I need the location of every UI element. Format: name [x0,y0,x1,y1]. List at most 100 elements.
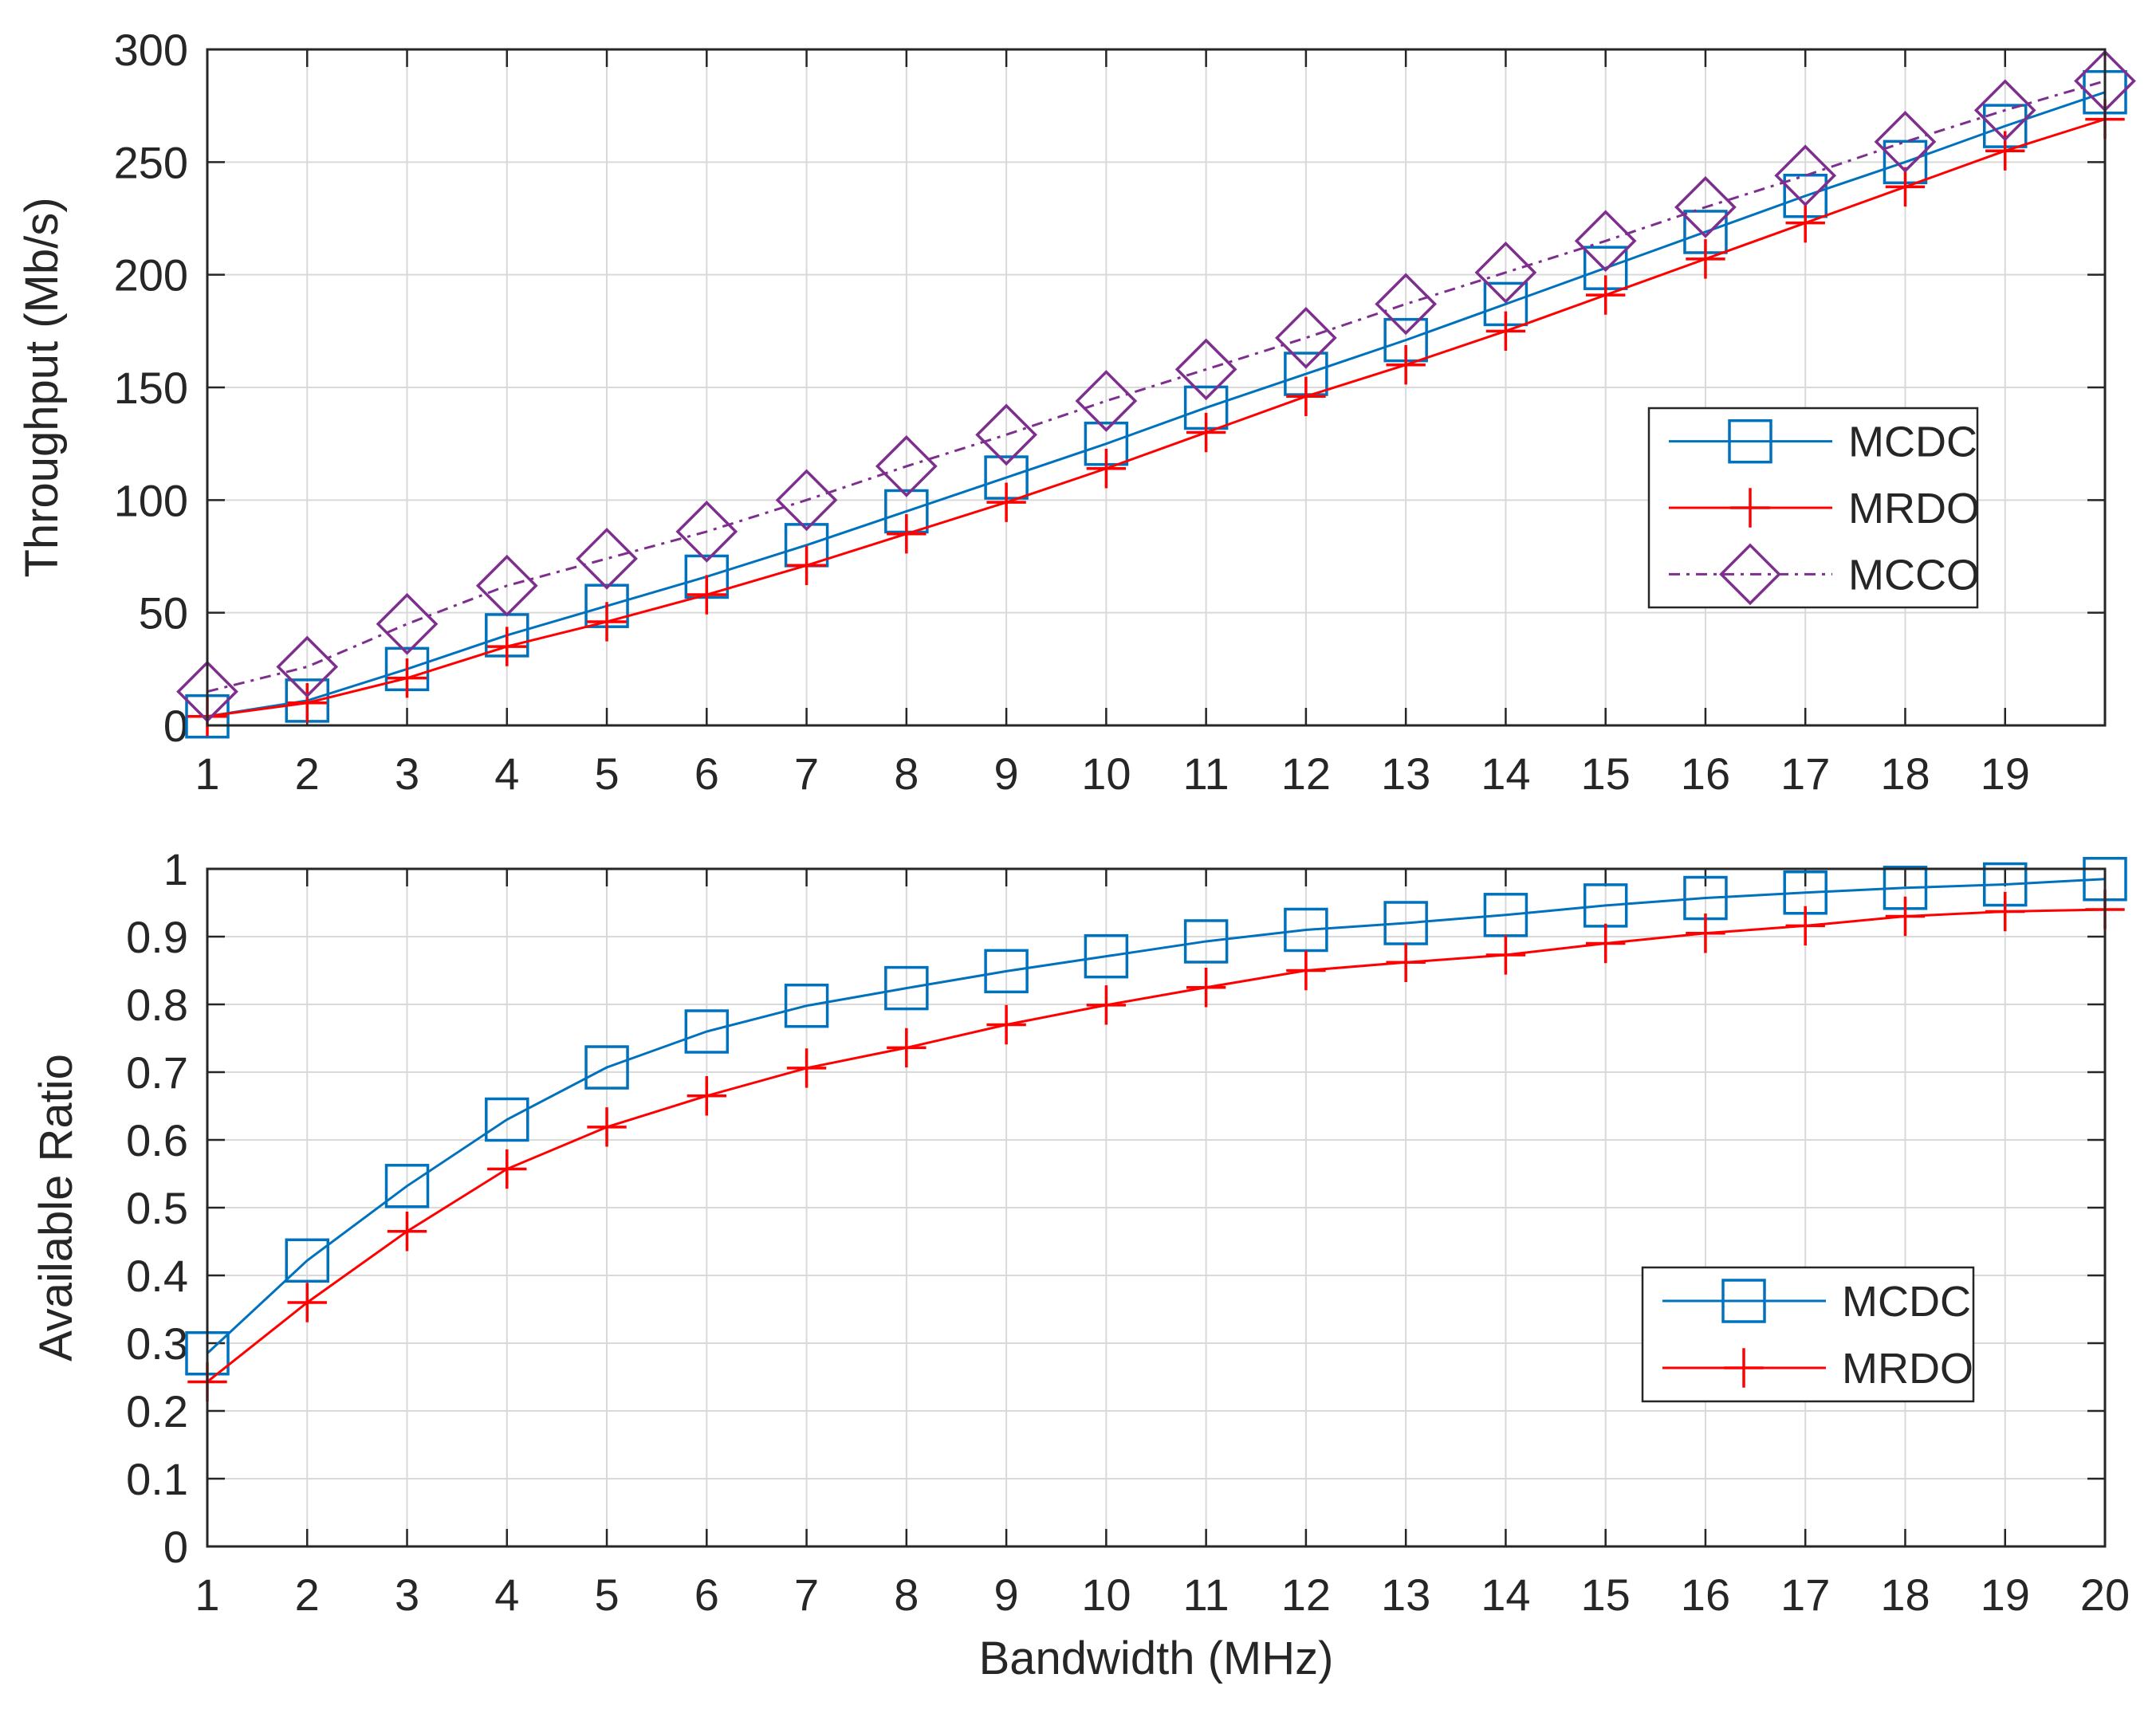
data-point-mrdo [1686,914,1725,953]
y-tick-label: 50 [139,588,188,639]
x-tick-label: 3 [395,749,419,799]
series-mrdo [187,99,2125,737]
data-point-mrdo [1086,985,1127,1025]
x-tick-label: 9 [994,749,1019,799]
series-mrdo [187,890,2125,1402]
data-point-mrdo [1386,345,1426,385]
data-point-mrdo [487,627,527,666]
data-point-mrdo [587,602,627,642]
x-tick-label: 13 [1381,1570,1430,1620]
x-tick-label: 12 [1281,749,1331,799]
x-tick-label: 15 [1581,749,1631,799]
data-point-mrdo [887,514,927,554]
legend-marker-mrdo [1730,488,1770,528]
data-point-mrdo [1485,311,1526,352]
data-point-mrdo [786,1048,827,1088]
x-tick-label: 9 [994,1570,1019,1620]
legend-marker-mcco [1719,543,1781,606]
y-tick-label: 0.2 [126,1386,188,1436]
y-tick-label: 300 [114,25,188,75]
data-point-mrdo [986,1004,1026,1045]
data-point-mrdo [786,545,827,586]
data-point-mrdo [287,683,327,723]
available-ratio-chart: 1 2 3 4 5 6 7 8 9 10 11 12 13 14 15 16 17 18 19 2000.10.20.… [30,844,2130,1684]
y-tick-label: 250 [114,137,188,187]
y-axis-label: Available Ratio [30,1054,82,1362]
legend: MCDC MRDO [1641,1266,1975,1403]
axes-box [206,867,2107,1548]
x-tick-label: 20 [2080,1570,2130,1620]
x-tick-label: 5 [594,749,619,799]
series-line-mrdo [207,118,2106,718]
series-line-mcdc [207,91,2106,718]
y-tick-label: 150 [114,363,188,413]
x-axis-label: Bandwidth (MHz) [979,1633,1334,1684]
legend-label-mrdo: MRDO [1848,485,1980,532]
y-tick-label: 100 [114,475,188,525]
data-point-mcco [1973,79,2036,142]
data-point-mcco [675,501,738,563]
x-tick-label: 2 [295,1570,320,1620]
data-point-mcco [1174,338,1237,401]
data-point-mcco [1674,175,1737,238]
y-tick-label: 200 [114,250,188,301]
data-point-mcdc [684,1009,730,1054]
y-tick-label: 0 [163,1522,188,1572]
legend-label-mcdc: MCDC [1842,1278,1971,1326]
data-point-mcdc [884,965,929,1011]
data-point-mrdo [687,1076,727,1116]
series-line-mcco [207,80,2106,694]
y-tick-label: 0.7 [126,1047,188,1098]
legend-label-mrdo: MRDO [1842,1345,1973,1393]
data-point-mcco [475,554,538,617]
x-tick-label: 16 [1681,1570,1730,1620]
x-tick-label: 14 [1481,749,1530,799]
data-point-mrdo [687,575,727,615]
x-tick-label: 6 [694,749,719,799]
data-point-mrdo [1985,891,2025,932]
data-point-mcco [1075,370,1138,432]
x-tick-label: 18 [1880,749,1930,799]
x-tick-label: 4 [494,1570,519,1620]
y-tick-label: 0.1 [126,1454,188,1504]
x-tick-label: 10 [1081,1570,1131,1620]
legend-marker-mcdc [1721,1279,1766,1323]
x-tick-label: 11 [1183,749,1229,799]
data-point-mrdo [1086,449,1127,489]
data-point-mcdc [1183,919,1229,964]
data-point-mcdc [984,949,1029,994]
data-point-mcco [775,469,838,532]
y-tick-label: 0.9 [126,912,188,962]
x-tick-label: 8 [894,1570,919,1620]
x-tick-label: 6 [694,1570,719,1620]
y-axis-label: Throughput (Mb/s) [16,197,68,577]
x-tick-label: 10 [1081,749,1131,799]
data-point-mrdo [1585,275,1626,315]
data-point-mrdo [1785,202,1825,243]
data-point-mrdo [1885,167,1926,207]
x-tick-label: 5 [594,1570,619,1620]
y-tick-label: 0 [163,701,188,751]
data-point-mcco [975,403,1037,466]
data-point-mcco [1874,111,1937,173]
legend-marker-mcdc [1728,418,1772,464]
throughput-chart: 1 2 3 4 5 6 7 8 9 10 11 12 13 14 15 16 17 18 1905010015020… [16,25,2136,799]
data-point-mrdo [387,658,427,698]
data-point-mcdc [485,1097,529,1142]
x-tick-label: 19 [1981,749,2030,799]
x-tick-label: 18 [1880,1570,1930,1620]
x-tick-label: 16 [1681,749,1730,799]
data-point-mrdo [1785,906,1825,946]
x-tick-label: 15 [1581,1570,1631,1620]
legend-box [1641,1266,1975,1403]
x-tick-label: 2 [295,749,320,799]
data-point-mrdo [1386,942,1426,982]
data-point-mrdo [387,1212,427,1252]
legend-marker-mrdo [1724,1348,1764,1388]
x-tick-label: 12 [1281,1570,1331,1620]
data-point-mrdo [1186,968,1226,1008]
axes-box [206,48,2107,727]
data-point-mcdc [584,1045,629,1090]
data-point-mrdo [1286,950,1326,991]
y-tick-label: 0.3 [126,1318,188,1369]
